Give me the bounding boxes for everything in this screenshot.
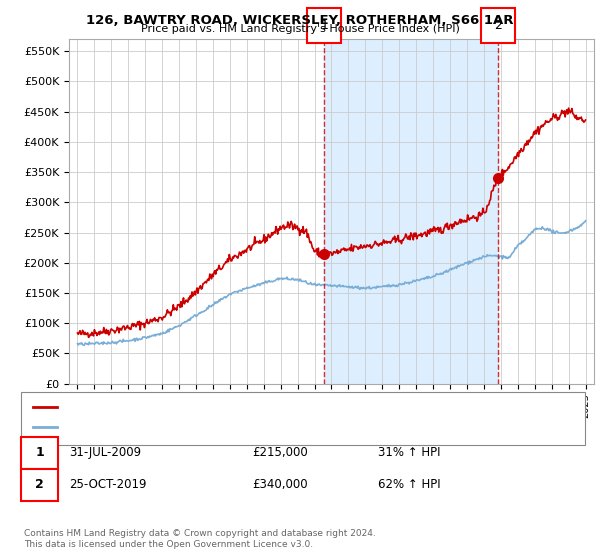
Text: Price paid vs. HM Land Registry's House Price Index (HPI): Price paid vs. HM Land Registry's House … — [140, 24, 460, 34]
Text: 25-OCT-2019: 25-OCT-2019 — [69, 478, 146, 491]
Text: 2: 2 — [35, 478, 44, 491]
Text: 126, BAWTRY ROAD, WICKERSLEY, ROTHERHAM, S66 1AR (detached house): 126, BAWTRY ROAD, WICKERSLEY, ROTHERHAM,… — [63, 402, 458, 412]
Text: 2: 2 — [494, 19, 502, 32]
Text: 31-JUL-2009: 31-JUL-2009 — [69, 446, 141, 459]
Text: £215,000: £215,000 — [252, 446, 308, 459]
Text: 31% ↑ HPI: 31% ↑ HPI — [378, 446, 440, 459]
Text: 1: 1 — [35, 446, 44, 459]
Text: 62% ↑ HPI: 62% ↑ HPI — [378, 478, 440, 491]
Text: 1: 1 — [320, 19, 328, 32]
Text: £340,000: £340,000 — [252, 478, 308, 491]
FancyBboxPatch shape — [481, 8, 515, 43]
Text: 126, BAWTRY ROAD, WICKERSLEY, ROTHERHAM, S66 1AR: 126, BAWTRY ROAD, WICKERSLEY, ROTHERHAM,… — [86, 14, 514, 27]
Text: Contains HM Land Registry data © Crown copyright and database right 2024.
This d: Contains HM Land Registry data © Crown c… — [24, 529, 376, 549]
FancyBboxPatch shape — [307, 8, 341, 43]
Text: HPI: Average price, detached house, Rotherham: HPI: Average price, detached house, Roth… — [63, 422, 313, 432]
Bar — [325, 39, 498, 384]
